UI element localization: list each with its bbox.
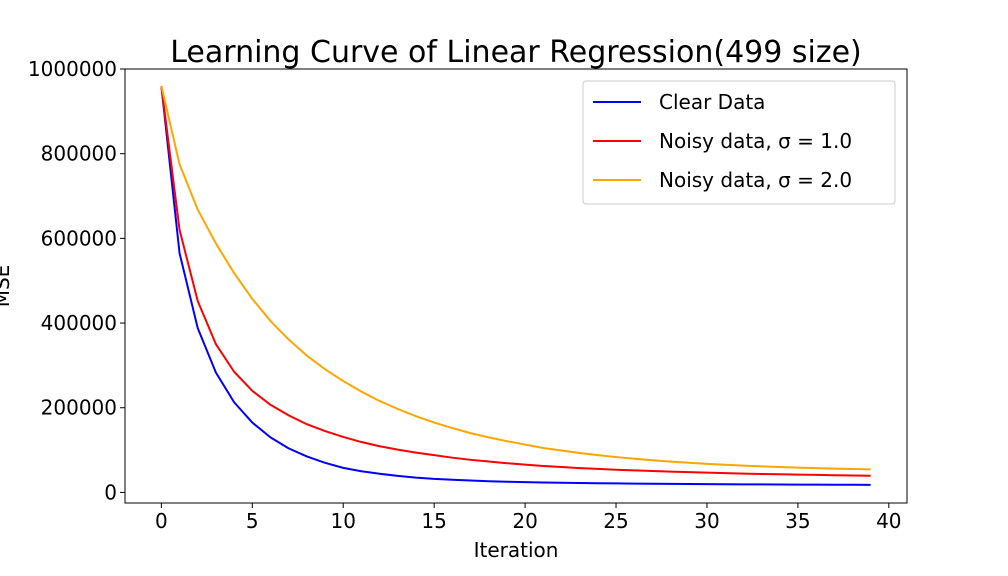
x-tick-label: 35 bbox=[785, 509, 810, 533]
legend-label: Noisy data, σ = 2.0 bbox=[659, 168, 852, 192]
series-line-1 bbox=[160, 85, 871, 486]
x-tick-label: 40 bbox=[876, 509, 901, 533]
x-tick-label: 10 bbox=[331, 509, 356, 533]
x-tick-label: 15 bbox=[421, 509, 446, 533]
y-tick-label: 200000 bbox=[41, 396, 117, 420]
y-tick-label: 0 bbox=[104, 480, 117, 504]
x-tick-label: 30 bbox=[694, 509, 719, 533]
y-tick-label: 1000000 bbox=[28, 57, 117, 81]
legend-box bbox=[582, 80, 896, 205]
y-tick-label: 800000 bbox=[41, 142, 117, 166]
plot-frame bbox=[124, 68, 908, 504]
x-tick-label: 25 bbox=[603, 509, 628, 533]
series-line-3 bbox=[160, 85, 871, 471]
y-tick-label: 600000 bbox=[41, 226, 117, 250]
y-tick-label: 400000 bbox=[41, 311, 117, 335]
chart-title: Learning Curve of Linear Regression(499 … bbox=[170, 35, 862, 70]
legend-label: Noisy data, σ = 1.0 bbox=[659, 129, 852, 153]
x-tick-label: 5 bbox=[246, 509, 259, 533]
y-axis: 0 200000 400000 600000 800000 1000000 bbox=[28, 57, 125, 504]
plot-series-group bbox=[160, 85, 871, 486]
series-line-2 bbox=[160, 85, 871, 477]
x-axis: 0 5 10 15 20 25 30 35 40 bbox=[155, 503, 902, 533]
legend: Clear Data Noisy data, σ = 1.0 Noisy data,… bbox=[582, 80, 896, 205]
x-tick-label: 0 bbox=[155, 509, 168, 533]
x-axis-label: Iteration bbox=[474, 538, 559, 562]
x-tick-label: 20 bbox=[512, 509, 537, 533]
legend-label: Clear Data bbox=[659, 90, 765, 114]
y-axis-label: MSE bbox=[0, 265, 14, 308]
